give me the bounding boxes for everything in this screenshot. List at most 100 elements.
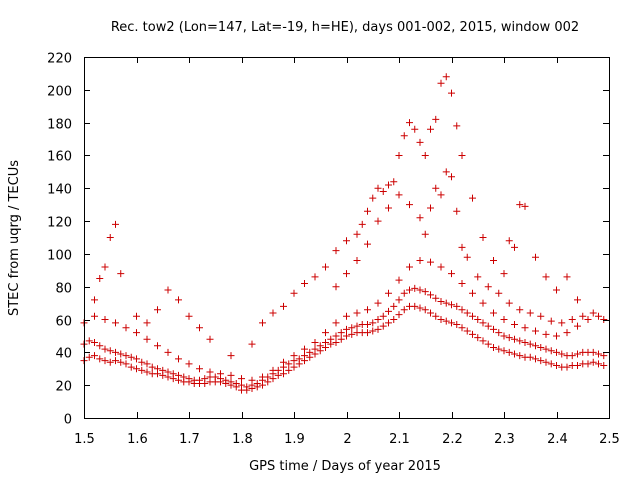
data-point: [127, 363, 135, 371]
data-point: [448, 173, 455, 181]
data-point: [537, 357, 545, 365]
data-point: [101, 316, 109, 324]
data-point: [395, 296, 403, 304]
data-point: [469, 194, 476, 202]
data-point: [96, 355, 104, 363]
data-point: [385, 289, 392, 297]
data-point: [469, 312, 476, 320]
data-point: [385, 204, 392, 212]
series-arc-peak: [91, 73, 581, 360]
data-point: [290, 363, 298, 371]
data-point: [217, 370, 224, 378]
x-tick-label: 2.1: [389, 432, 410, 447]
data-point: [600, 316, 608, 324]
data-point: [416, 286, 424, 294]
data-point: [579, 312, 587, 320]
data-points: [80, 73, 608, 394]
data-point: [505, 299, 513, 307]
data-point: [406, 201, 413, 209]
data-point: [206, 335, 214, 343]
data-point: [568, 316, 576, 324]
data-point: [164, 286, 172, 294]
data-point: [106, 347, 114, 355]
data-point: [448, 270, 455, 278]
data-point: [269, 309, 277, 317]
data-point: [154, 365, 161, 373]
data-point: [390, 178, 398, 186]
data-point: [175, 296, 182, 304]
data-point: [374, 299, 382, 307]
data-point: [442, 317, 450, 325]
data-point: [421, 306, 429, 314]
data-point: [332, 247, 340, 255]
data-point: [127, 353, 135, 361]
y-tick-label: 220: [47, 52, 72, 67]
data-point: [537, 312, 545, 320]
y-tick-label: 120: [47, 216, 72, 231]
data-point: [600, 361, 608, 369]
data-point: [469, 289, 476, 297]
data-point: [542, 330, 550, 338]
data-point: [280, 302, 287, 310]
data-point: [159, 366, 167, 374]
data-point: [227, 371, 235, 379]
data-point: [532, 327, 539, 335]
data-point: [558, 350, 566, 358]
data-point: [516, 306, 524, 314]
data-point: [495, 289, 503, 297]
x-tick-label: 2.5: [599, 432, 620, 447]
data-point: [479, 299, 487, 307]
data-point: [248, 340, 256, 348]
y-axis: 0 20 40 60 80 100 120 140 160 180 200 220: [47, 52, 609, 428]
data-point: [96, 275, 104, 283]
data-point: [400, 132, 408, 140]
data-point: [101, 263, 109, 271]
data-point: [364, 207, 371, 215]
data-point: [379, 188, 387, 196]
data-point: [374, 217, 382, 225]
y-tick-label: 0: [64, 413, 72, 428]
x-tick-label: 2: [343, 432, 351, 447]
data-point: [411, 284, 419, 292]
data-point: [406, 286, 413, 294]
data-point: [311, 345, 319, 353]
data-point: [400, 289, 408, 297]
data-point: [101, 345, 109, 353]
data-point: [484, 340, 492, 348]
data-point: [547, 347, 555, 355]
data-point: [584, 316, 592, 324]
data-point: [427, 204, 434, 212]
data-point: [133, 329, 140, 337]
data-point: [421, 151, 429, 159]
chart-title: Rec. tow2 (Lon=147, Lat=-19, h=HE), days…: [111, 20, 579, 35]
data-point: [358, 220, 366, 228]
data-point: [259, 319, 266, 327]
data-point: [91, 339, 98, 347]
x-tick-label: 2.2: [442, 432, 463, 447]
data-point: [316, 342, 324, 350]
data-point: [85, 337, 93, 345]
data-point: [106, 234, 114, 241]
series-arc-secondary: [332, 168, 608, 327]
data-point: [332, 332, 340, 340]
series-arc-low: [80, 302, 608, 394]
data-point: [364, 240, 371, 248]
data-point: [458, 243, 466, 251]
data-point: [490, 309, 497, 317]
data-point: [143, 360, 151, 368]
data-point: [437, 263, 445, 271]
data-point: [463, 253, 471, 261]
data-point: [400, 306, 408, 314]
data-point: [595, 350, 602, 358]
data-point: [122, 324, 130, 332]
data-point: [442, 168, 450, 176]
data-point: [290, 289, 298, 297]
data-point: [453, 302, 461, 310]
data-point: [248, 376, 256, 384]
data-point: [474, 316, 482, 324]
data-point: [390, 316, 398, 324]
data-point: [442, 299, 450, 307]
data-point: [122, 352, 130, 360]
data-point: [484, 283, 492, 291]
data-point: [521, 339, 529, 347]
